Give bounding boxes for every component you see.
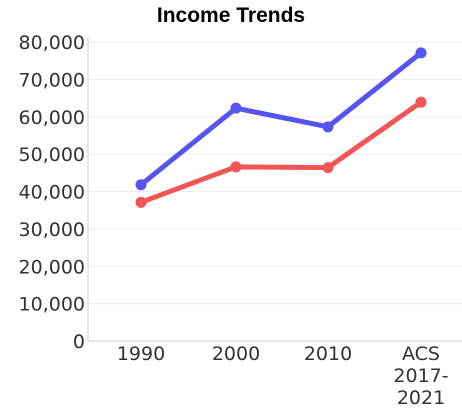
data-point	[322, 162, 334, 174]
y-tick-label: 70,000	[19, 69, 85, 91]
x-tick-label: 2010	[304, 343, 352, 365]
data-point	[135, 179, 147, 191]
y-tick-label: 30,000	[19, 219, 85, 241]
data-point	[135, 196, 147, 208]
data-point	[230, 161, 242, 173]
y-tick-label: 50,000	[19, 144, 85, 166]
x-tick-label: 2000	[212, 343, 260, 365]
chart-title: Income Trends	[156, 4, 306, 27]
y-tick-label: 20,000	[19, 256, 85, 278]
y-tick-label: 0	[73, 331, 85, 353]
data-point	[322, 121, 334, 133]
series-lines	[135, 47, 427, 208]
y-tick-label: 40,000	[19, 182, 85, 204]
x-tick-labels: 1990 2000 2010 ACS 2017-2021	[117, 343, 449, 409]
data-point	[415, 96, 427, 108]
y-tick-labels: 0 10,000 20,000 30,000 40,000 50,000 60,000 70,…	[19, 32, 85, 353]
axes	[87, 38, 462, 342]
gridlines	[88, 41, 462, 305]
data-point	[230, 102, 242, 114]
x-tick-label: ACS 2017-2021	[393, 343, 448, 409]
y-tick-label: 80,000	[19, 32, 85, 54]
series-line-2	[138, 99, 424, 205]
x-tick-label: 1990	[117, 343, 165, 365]
y-tick-label: 60,000	[19, 107, 85, 129]
series-line-1	[138, 50, 424, 188]
y-tick-label: 10,000	[19, 294, 85, 316]
data-point	[415, 47, 427, 59]
